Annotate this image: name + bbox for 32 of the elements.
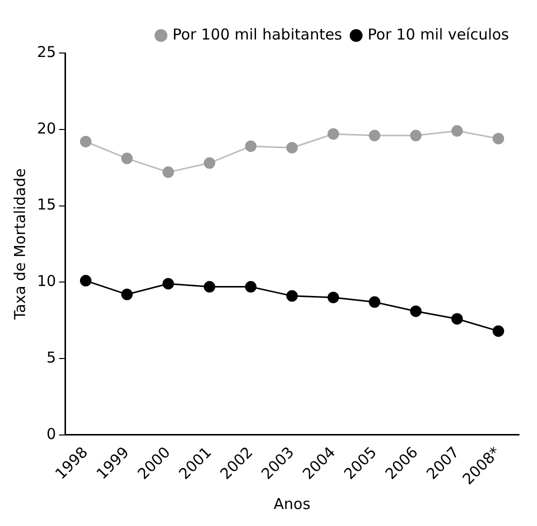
y-tick-label: 15: [36, 196, 56, 214]
point: [451, 313, 463, 325]
point: [121, 288, 133, 300]
point: [451, 125, 463, 137]
point: [162, 278, 174, 290]
point: [286, 142, 298, 154]
y-axis-title: Taxa de Mortalidade: [10, 168, 29, 321]
point: [204, 281, 216, 293]
y-tick-label: 25: [36, 42, 56, 61]
point: [368, 296, 380, 308]
point: [80, 274, 92, 286]
point: [328, 292, 340, 304]
point: [368, 130, 380, 142]
point: [492, 132, 504, 144]
point: [410, 305, 422, 317]
point: [410, 130, 422, 142]
y-tick-label: 20: [36, 119, 56, 138]
point: [80, 136, 92, 148]
point: [204, 157, 216, 169]
y-tick-label: 0: [46, 424, 56, 443]
point: [245, 140, 257, 152]
point: [492, 325, 504, 337]
legend-label: Por 100 mil habitantes: [172, 25, 342, 44]
point: [328, 128, 340, 140]
y-tick-label: 5: [46, 348, 56, 366]
y-tick-label: 10: [36, 272, 56, 290]
point: [162, 166, 174, 178]
legend-label: Por 10 mil veículos: [368, 25, 510, 44]
point: [245, 281, 257, 293]
point: [286, 290, 298, 302]
x-axis-title: Anos: [274, 494, 311, 513]
point: [121, 152, 133, 164]
